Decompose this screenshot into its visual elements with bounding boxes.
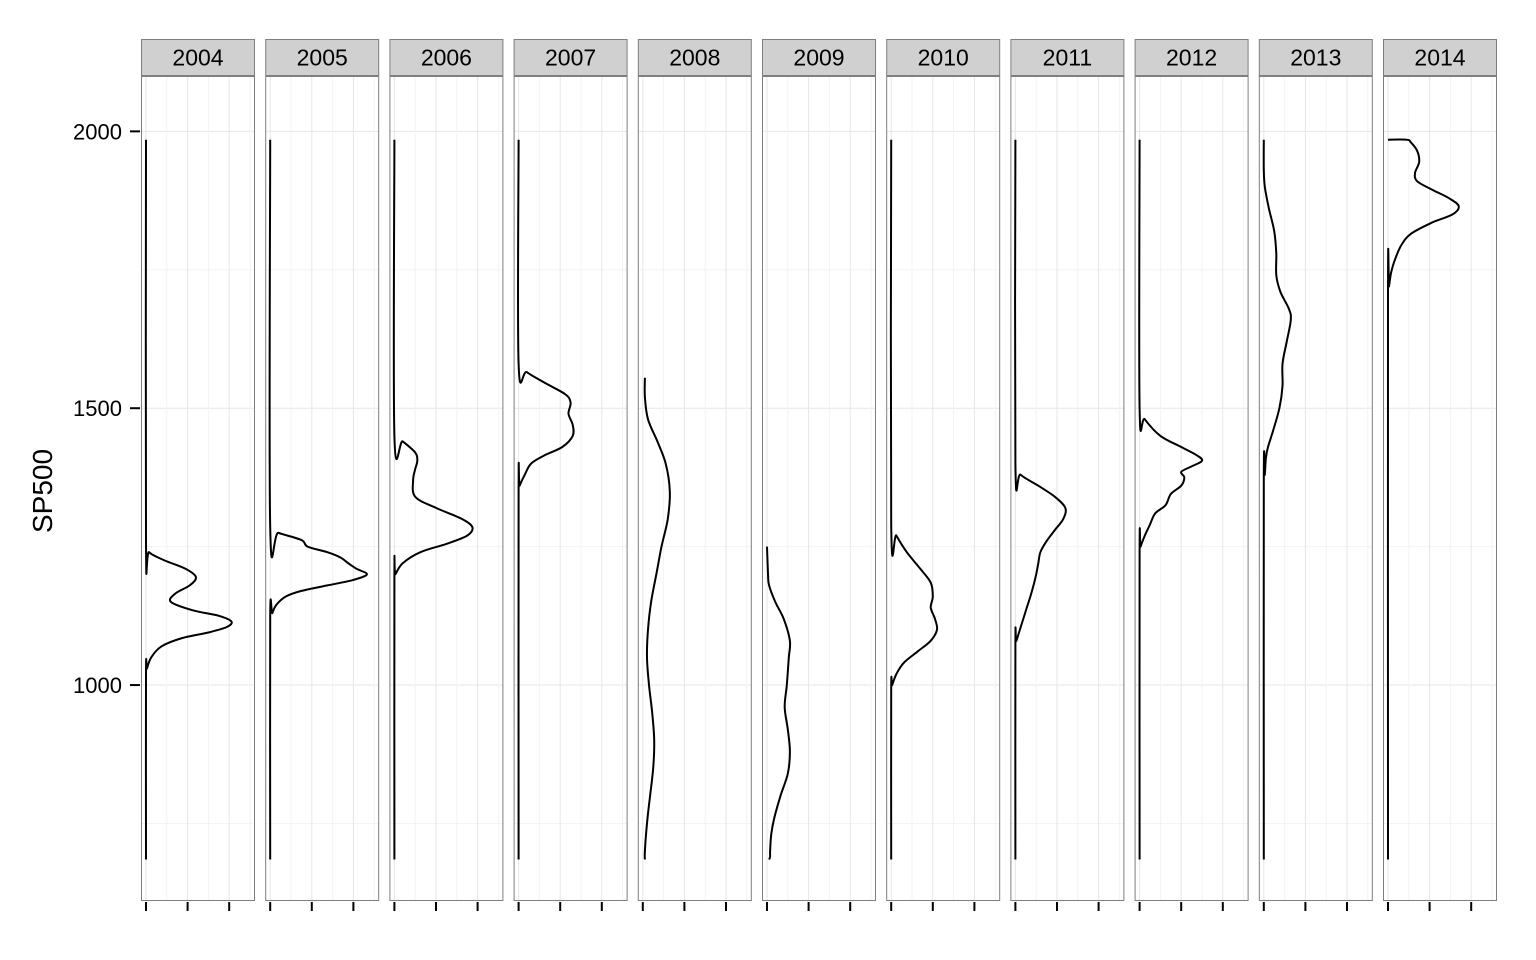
facet-strip-label: 2007 [545,45,596,71]
panel-background [1258,76,1373,901]
facet-strip [1258,39,1373,76]
facet-strip-label: 2011 [1043,45,1092,71]
facet-strip-label: 2014 [1414,45,1465,71]
density-line-2011 [1014,139,1067,860]
facet-2008: 2008 [637,39,752,911]
panel-background [1010,76,1125,901]
density-line-2007 [516,139,575,860]
panel-border [389,76,504,901]
facet-2009: 2009 [762,39,876,911]
panel-border [1010,76,1125,901]
panel-background [389,76,504,901]
panel-border [1383,76,1497,901]
y-tick-label: 1500 [73,396,122,421]
facet-2013: 2013 [1258,39,1373,911]
facet-strip [265,39,380,76]
panel-border [1134,76,1249,901]
facet-strip-label: 2005 [297,45,348,71]
y-axis: 1000 1500 2000 [73,119,140,698]
facet-panels: 2004 2005 2006 2007 2008 2009 2010 2011 2012 2013… [141,39,1497,911]
density-line-2014 [1386,138,1460,860]
facet-2014: 2014 [1383,39,1497,911]
density-line-2008 [643,377,671,860]
facet-strip-label: 2012 [1166,45,1217,71]
panel-background [762,76,876,901]
density-line-2006 [392,139,474,860]
facet-strip-label: 2008 [669,45,720,71]
panel-background [637,76,752,901]
panel-border [513,76,628,901]
facet-strip [637,39,752,76]
panel-border [886,76,1001,901]
panel-border [1258,76,1373,901]
panel-border [265,76,380,901]
y-tick-label: 2000 [73,119,122,144]
density-line-2009 [766,546,792,860]
density-line-2005 [268,139,368,860]
facet-2012: 2012 [1134,39,1249,911]
facet-2011: 2011 [1010,39,1125,911]
facet-strip [1383,39,1497,76]
facet-strip [389,39,504,76]
facet-strip-label: 2006 [421,45,472,71]
density-line-2013 [1262,139,1292,860]
panel-border [762,76,876,901]
facet-2010: 2010 [886,39,1001,911]
facet-2005: 2005 [265,39,380,911]
facet-strip [1134,39,1249,76]
panel-background [513,76,628,901]
facet-strip-label: 2010 [918,45,969,71]
facet-strip [141,39,255,76]
panel-background [265,76,380,901]
panel-border [141,76,255,901]
facet-strip-label: 2013 [1290,45,1341,71]
panel-background [1134,76,1249,901]
panel-background [1383,76,1497,901]
density-line-2004 [144,139,233,860]
y-tick-label: 1000 [73,673,122,698]
panel-background [886,76,1001,901]
panel-border [637,76,752,901]
facet-2006: 2006 [389,39,504,911]
facet-strip [1010,39,1125,76]
facet-strip [886,39,1001,76]
facet-2007: 2007 [513,39,628,911]
panel-background [141,76,255,901]
density-line-2012 [1138,139,1204,860]
facet-strip [513,39,628,76]
facet-strip [762,39,876,76]
density-line-2010 [889,139,939,860]
y-axis-title: SP500 [27,449,58,533]
facet-strip-label: 2004 [172,45,223,71]
facet-strip-label: 2009 [793,45,844,71]
facet-2004: 2004 [141,39,255,911]
